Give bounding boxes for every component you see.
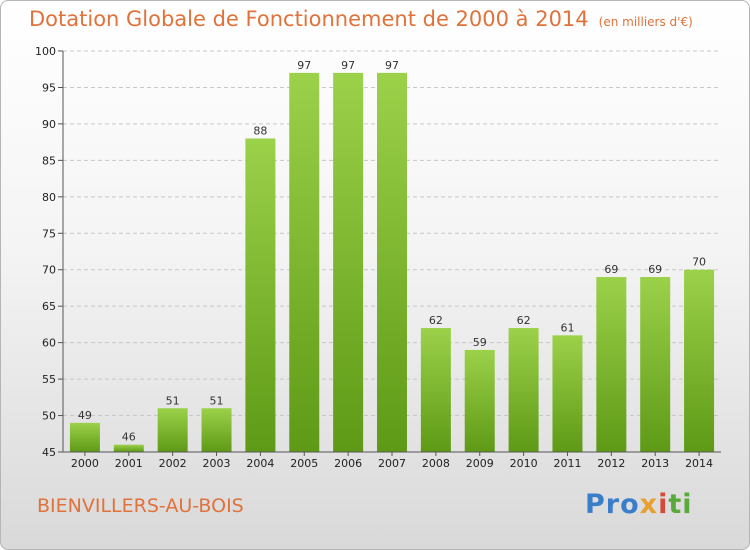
bar-2012 [596,277,627,452]
bar-2013 [640,277,671,452]
bar-2002 [157,408,188,452]
chart-title-text: Dotation Globale de Fonctionnement de 20… [29,7,589,31]
value-label: 69 [604,263,618,276]
bar-2009 [464,349,495,452]
x-tick-label: 2001 [115,457,143,470]
bar-2001 [113,444,144,452]
bar-2000 [69,422,100,452]
bar-2005 [289,72,320,452]
x-tick-label: 2005 [290,457,318,470]
bar-2007 [377,72,407,452]
y-tick-labels: 45 50 55 60 65 70 75 80 85 90 95 100 [35,45,56,459]
y-tick-label: 50 [42,410,56,423]
value-label: 46 [122,431,136,444]
value-label: 97 [297,59,311,72]
y-tick-label: 95 [42,81,56,94]
x-tick-label: 2008 [422,457,450,470]
value-label: 69 [648,263,662,276]
x-tick-labels: 2000 2001 2002 2003 2004 2005 2006 2007 2008 2009… [71,457,713,470]
bar-2011 [552,335,583,452]
value-label: 49 [78,409,92,422]
y-tick-label: 70 [42,264,56,277]
value-labels: 49 46 51 51 88 97 97 97 62 59 62 61 69 69 70 [78,59,706,444]
x-tick-label: 2006 [334,457,362,470]
x-tick-label: 2012 [597,457,625,470]
x-tick-label: 2011 [553,457,581,470]
value-label: 61 [560,321,574,334]
x-tick-label: 2003 [203,457,231,470]
commune-name: BIENVILLERS-AU-BOIS [37,495,244,517]
chart-title: Dotation Globale de Fonctionnement de 20… [29,7,693,31]
x-tick-label: 2000 [71,457,99,470]
value-label: 97 [385,59,399,72]
y-tick-label: 90 [42,118,56,131]
y-tick-label: 100 [35,45,56,58]
chart-subtitle: (en milliers d'€) [598,15,693,29]
proxiti-logo: Proxiti [585,489,693,520]
bars [69,72,715,452]
x-tick-label: 2010 [510,457,538,470]
y-tick-label: 80 [42,191,56,204]
value-label: 88 [253,124,267,137]
logo-part-1: Pro [585,489,640,520]
x-tick-label: 2014 [685,457,713,470]
y-tick-label: 55 [42,373,56,386]
value-label: 51 [166,394,180,407]
value-label: 59 [473,336,487,349]
logo-part-3: i [658,489,669,520]
x-tick-label: 2013 [641,457,669,470]
y-tick-label: 65 [42,300,56,313]
value-label: 62 [429,314,443,327]
bar-2010 [508,328,539,452]
bar-2014 [684,269,715,452]
logo-part-4: ti [668,489,693,520]
logo-part-2: x [639,489,659,520]
axes [62,51,721,456]
y-tick-label: 85 [42,154,56,167]
y-tick-label: 45 [42,446,56,459]
value-label: 97 [341,59,355,72]
bar-2004 [245,138,276,452]
bar-2003 [201,408,232,452]
value-label: 70 [692,256,706,269]
x-tick-label: 2004 [246,457,274,470]
y-tick-label: 75 [42,227,56,240]
value-label: 62 [517,314,531,327]
bar-2008 [420,328,451,452]
y-tick-label: 60 [42,337,56,350]
value-label: 51 [210,394,224,407]
bar-2006 [333,72,364,452]
x-tick-label: 2009 [466,457,494,470]
x-tick-label: 2007 [378,457,406,470]
x-tick-label: 2002 [159,457,187,470]
